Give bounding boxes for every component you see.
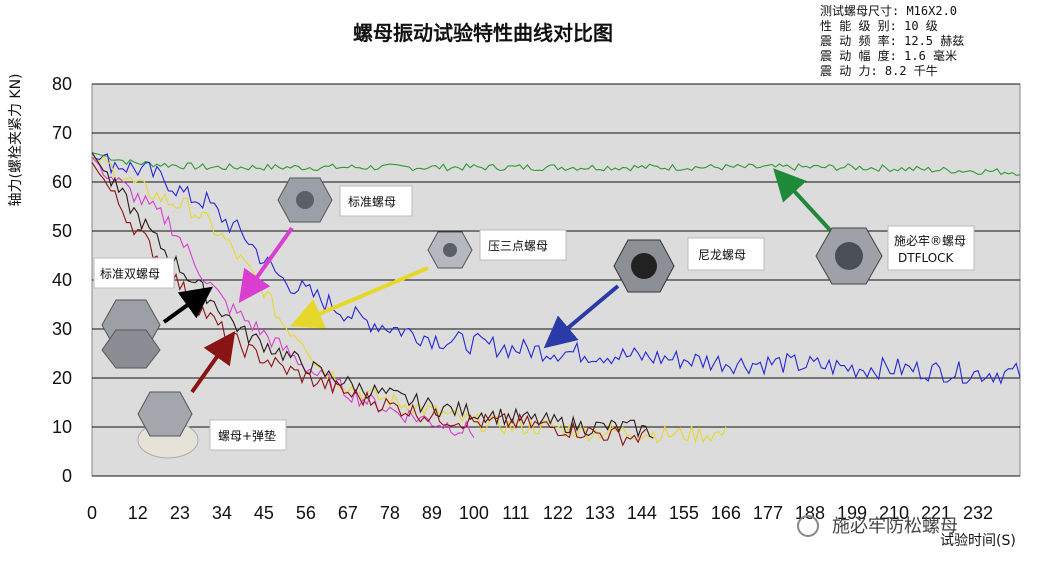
standard-nut-annotation: 标准螺母: [238, 177, 413, 304]
x-tick-label: 166: [711, 503, 741, 523]
x-tick-label: 122: [543, 503, 573, 523]
chart-title: 螺母振动试验特性曲线对比图: [353, 21, 613, 45]
nut-hole-icon: [835, 242, 863, 270]
x-tick-label: 199: [837, 503, 867, 523]
nylon-nut-annotation: 尼龙螺母: [543, 237, 765, 349]
x-tick-label: 100: [459, 503, 489, 523]
series-line: [91, 152, 1021, 176]
wechat-icon: [797, 515, 819, 537]
label-box: [209, 419, 287, 451]
y-tick-label: 50: [52, 221, 72, 241]
arrow-icon: [290, 266, 429, 329]
y-tick-label: 30: [52, 319, 72, 339]
x-tick-label: 34: [212, 503, 232, 523]
arrow-icon: [190, 330, 236, 394]
washer-nut-annotation: 螺母+弹垫: [137, 330, 287, 459]
nut-hole-icon: [631, 253, 657, 279]
label-three-point: 压三点螺母: [488, 239, 548, 253]
spec-block: 测试螺母尺寸: M16X2.0 性 能 级 别: 10 级 震 动 频 率: 1…: [820, 3, 964, 78]
x-tick-label: 89: [422, 503, 442, 523]
y-tick-label: 40: [52, 270, 72, 290]
series-group: [91, 152, 1021, 447]
label-box: [479, 229, 567, 261]
arrow-icon: [238, 226, 294, 304]
y-tick-label: 20: [52, 368, 72, 388]
x-tick-label: 23: [170, 503, 190, 523]
spec-line: 震 动 幅 度: 1.6 毫米: [820, 48, 957, 63]
hex-nut-icon: [101, 329, 161, 369]
x-tick-label: 155: [669, 503, 699, 523]
x-tick-label: 111: [502, 503, 529, 523]
series-line: [91, 152, 654, 439]
double-nut-annotation: 标准双螺母: [93, 257, 213, 369]
x-tick-label: 12: [128, 503, 148, 523]
x-tick-label: 210: [879, 503, 909, 523]
y-tick-label: 70: [52, 123, 72, 143]
x-tick-label: 78: [380, 503, 400, 523]
watermark: 施必牢防松螺母: [797, 515, 958, 537]
x-axis-label: 试验时间(S): [940, 533, 1016, 549]
label-box: [887, 225, 975, 271]
dtflock-nut-annotation: 施必牢®螺母 DTFLOCK: [773, 168, 975, 285]
label-box: [339, 185, 413, 217]
spec-line: 性 能 级 别: 10 级: [820, 19, 938, 33]
x-tick-label: 144: [627, 503, 657, 523]
label-washer: 螺母+弹垫: [218, 428, 276, 443]
label-nylon: 尼龙螺母: [698, 248, 746, 262]
x-tick-label: 67: [338, 503, 358, 523]
nut-hole-icon: [296, 191, 314, 209]
x-tick-label: 221: [921, 503, 951, 523]
arrow-icon: [773, 168, 832, 232]
series-line: [91, 162, 647, 447]
label-box: [93, 257, 175, 289]
x-tick-label: 0: [87, 503, 97, 523]
spec-line: 测试螺母尺寸: M16X2.0: [820, 3, 957, 18]
three-point-nut-annotation: 压三点螺母: [290, 229, 567, 329]
y-axis-label: 轴力(螺栓夹紧力 KN): [8, 73, 24, 206]
arrow-icon: [543, 284, 620, 349]
x-tick-label: 56: [296, 503, 316, 523]
spec-line: 震 动 力: 8.2 千牛: [820, 63, 938, 78]
annotations: 标准螺母 压三点螺母 尼龙螺母 施必牢®螺母 DTFLOCK: [93, 168, 975, 459]
x-tick-label: 133: [585, 503, 615, 523]
label-double: 标准双螺母: [100, 267, 160, 281]
y-tick-label: 60: [52, 172, 72, 192]
x-tick-label: 232: [963, 503, 993, 523]
label-dtflock: 施必牢®螺母: [894, 233, 966, 248]
spec-line: 震 动 频 率: 12.5 赫兹: [820, 33, 964, 48]
hex-nut-icon: [137, 391, 193, 437]
arrow-icon: [162, 286, 213, 324]
x-tick-label: 177: [753, 503, 783, 523]
nut-hole-icon: [443, 243, 457, 257]
label-dtflock-en: DTFLOCK: [898, 251, 955, 265]
y-tick-label: 10: [52, 417, 72, 437]
x-tick-label: 45: [254, 503, 274, 523]
label-box: [687, 237, 765, 271]
label-standard: 标准螺母: [348, 195, 396, 209]
y-tick-label: 80: [52, 74, 72, 94]
watermark-text: 施必牢防松螺母: [832, 516, 958, 537]
series-line: [91, 153, 1021, 385]
series-line: [91, 155, 727, 444]
y-tick-label: 0: [62, 466, 72, 486]
